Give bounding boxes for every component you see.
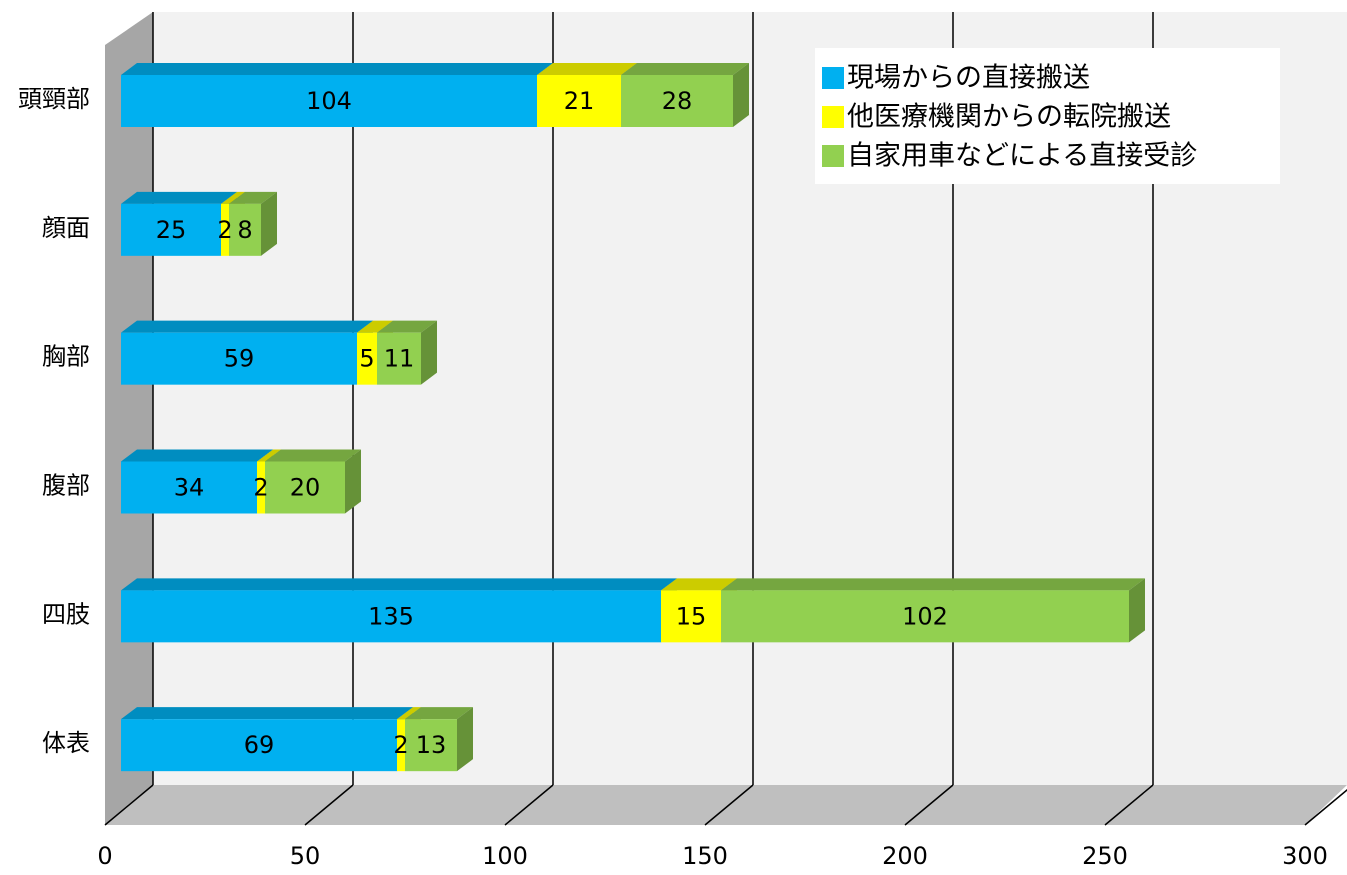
bar [621,75,733,127]
bar-top [661,578,737,591]
y-tick-label: 体表 [42,729,90,757]
bar-top [121,63,553,75]
bar [121,590,661,643]
bar-side [345,449,361,514]
bar-top [405,707,473,720]
bar [721,590,1129,643]
bar-top [121,449,273,462]
bar [121,332,357,385]
floor-grid-line [704,784,754,826]
data-label: 2 [253,474,268,502]
bar [661,590,721,643]
data-label: 5 [359,345,374,373]
bar-top [537,63,637,75]
data-label: 2 [393,731,408,759]
data-label: 15 [676,602,707,630]
bar [229,203,261,256]
bar [221,203,229,256]
data-label: 21 [564,87,595,115]
x-tick-label: 200 [882,842,928,870]
x-tick-label: 0 [97,842,112,870]
floor-grid-line [1104,784,1154,826]
data-label: 34 [174,474,205,502]
bar-side [457,707,473,772]
y-tick-label: 四肢 [42,600,90,628]
floor [105,785,1347,825]
side-wall [105,12,153,825]
data-label: 13 [416,731,447,759]
x-tick-label: 300 [1282,842,1328,870]
floor-grid-line [104,784,154,826]
bar [397,719,405,772]
bar [405,719,457,772]
bar-top [257,449,281,462]
bar [121,203,221,256]
legend-swatch [822,145,844,167]
legend-box [815,48,1280,184]
x-tick-label: 100 [482,842,528,870]
data-label: 25 [156,216,187,244]
bar [357,332,377,385]
legend-swatch [822,106,844,128]
data-label: 2 [217,216,232,244]
x-tick-label: 150 [682,842,728,870]
grid: 0 50 100 150 200 250 300 [97,12,1347,870]
bar-top [265,449,361,462]
floor-grid-line [1304,789,1347,826]
legend-swatch [822,67,844,89]
bar-side [1129,578,1145,643]
bar [121,75,537,127]
bar [121,461,257,514]
data-label: 20 [290,474,321,502]
bar [257,461,265,514]
legend-label: 他医療機関からの転院搬送 [847,102,1171,133]
y-tick-label: 腹部 [42,472,90,500]
y-tick-label: 胸部 [42,343,90,371]
bar-top [121,707,413,720]
bar-top [397,707,421,720]
legend-label: 現場からの直接搬送 [847,63,1090,94]
bar-top [721,578,1145,591]
floor-grid-line [304,784,354,826]
x-tick-label: 50 [290,842,321,870]
bar-top [357,320,393,333]
data-label: 8 [237,216,252,244]
bar-top [221,191,245,204]
legend-label: 自家用車などによる直接受診 [847,141,1197,172]
data-label: 104 [306,87,352,115]
bar [537,75,621,127]
bar-top [621,63,749,75]
data-label: 28 [662,87,693,115]
bar-top [121,578,677,591]
bar [265,461,345,514]
bar-side [733,63,749,127]
data-label: 59 [224,345,255,373]
floor-grid-line [904,784,954,826]
bar-side [421,320,437,385]
data-label: 135 [368,602,414,630]
bar-top [121,191,237,204]
y-tick-label: 顔面 [42,214,90,242]
bar-top [377,320,437,333]
y-tick-label: 頭頸部 [18,85,90,113]
floor-grid-line [504,784,554,826]
data-label: 69 [244,731,275,759]
bar [377,332,421,385]
bar-top [121,320,373,333]
data-label: 11 [384,345,415,373]
bar [121,719,397,772]
data-label: 102 [902,602,948,630]
x-tick-label: 250 [1082,842,1128,870]
bar-side [261,191,277,256]
